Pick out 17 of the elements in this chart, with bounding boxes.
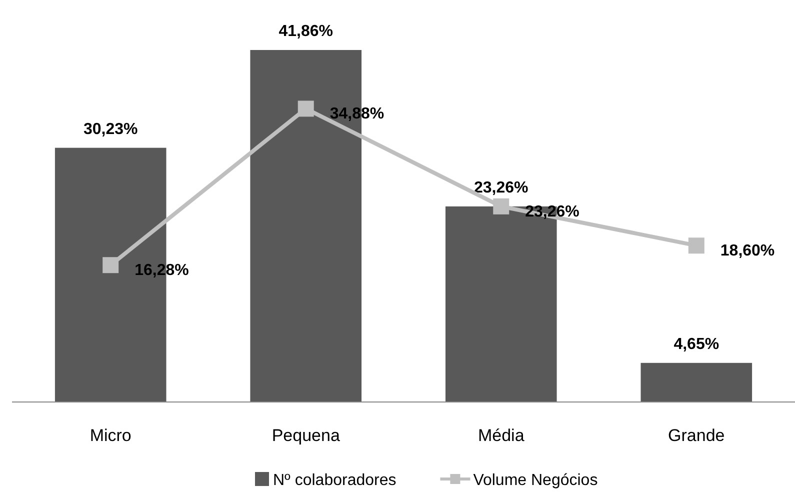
data-label: 30,23%: [83, 120, 138, 138]
point: [493, 198, 510, 214]
data-label: 18,60%: [720, 242, 775, 260]
x-tick-label: Grande: [668, 426, 725, 445]
data-label: 4,65%: [674, 336, 720, 353]
x-tick-label: Pequena: [272, 426, 340, 445]
data-label: 23,26%: [474, 179, 528, 196]
bar: [640, 362, 752, 402]
point: [298, 100, 314, 117]
x-tick-label: Média: [478, 426, 525, 445]
legend-label: Nº colaboradores: [273, 472, 396, 489]
legend-label: Volume Negócios: [473, 472, 598, 489]
point: [102, 257, 119, 274]
x-tick-label: Micro: [90, 426, 132, 445]
data-label: 41,86%: [278, 23, 333, 40]
data-label: 23,26%: [525, 203, 580, 220]
point: [688, 238, 704, 254]
